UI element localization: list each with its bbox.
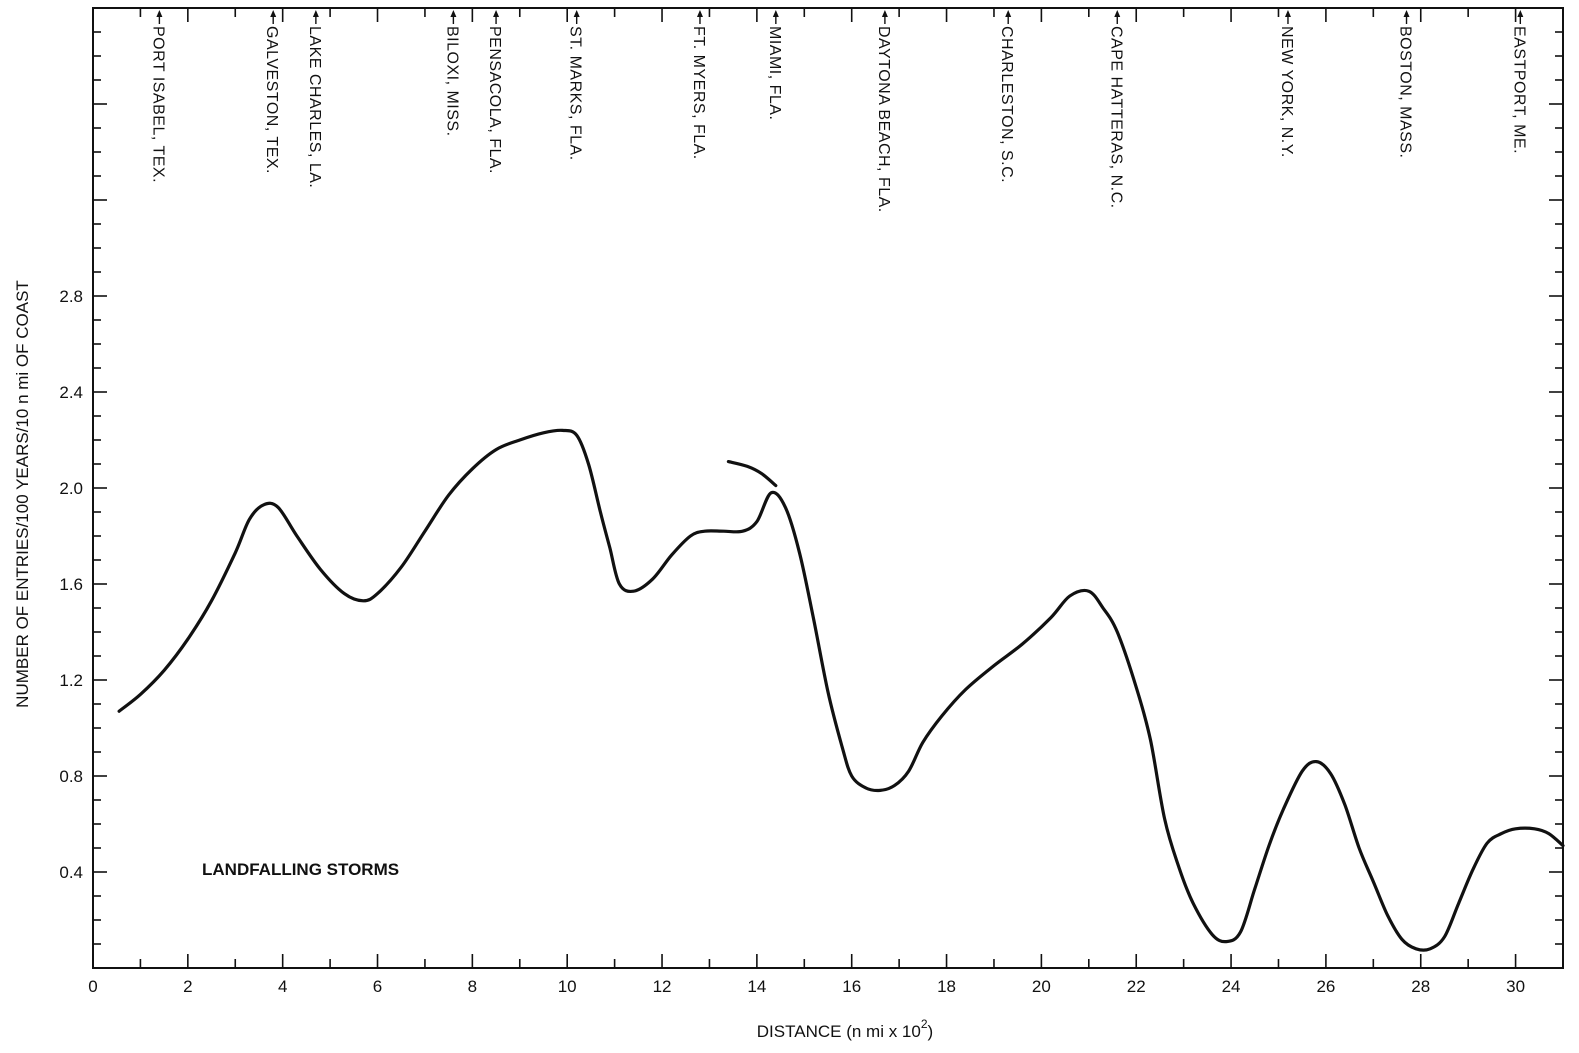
location-label: DAYTONA BEACH, FLA. <box>875 26 892 213</box>
x-tick-label: 16 <box>842 977 861 996</box>
y-ticks: 0.4 0.8 1.2 1.6 2.0 2.4 2.8 <box>59 31 1563 945</box>
location-marker: GALVESTON, TEX. <box>263 10 280 174</box>
x-tick-label: 30 <box>1506 977 1525 996</box>
x-tick-label: 4 <box>278 977 287 996</box>
location-arrow-head <box>1114 10 1121 17</box>
location-marker: ST. MARKS, FLA. <box>567 10 584 161</box>
series-layer <box>117 428 1565 952</box>
location-arrow-head <box>696 10 703 17</box>
location-marker: LAKE CHARLES, LA. <box>306 10 323 188</box>
x-tick-label: 6 <box>373 977 382 996</box>
location-label: MIAMI, FLA. <box>766 26 783 120</box>
location-arrow-head <box>772 10 779 17</box>
x-tick-label: 0 <box>88 977 97 996</box>
location-label: LAKE CHARLES, LA. <box>306 26 323 188</box>
landfalling-storms-annotation: LANDFALLING STORMS <box>202 860 399 879</box>
location-label: BILOXI, MISS. <box>443 26 460 137</box>
x-tick-label: 2 <box>183 977 192 996</box>
y-tick-label: 0.8 <box>59 767 83 786</box>
location-arrow-head <box>493 10 500 17</box>
location-label: FT. MYERS, FLA. <box>690 26 707 160</box>
location-marker: CAPE HATTERAS, N.C. <box>1107 10 1124 209</box>
location-label: PENSACOLA, FLA. <box>486 26 503 174</box>
location-label: EASTPORT, ME. <box>1510 26 1527 154</box>
location-label: BOSTON, MASS. <box>1397 26 1414 158</box>
location-marker: PENSACOLA, FLA. <box>486 10 503 174</box>
landfalling-storms-curve-segment <box>726 460 778 488</box>
location-arrow-head <box>573 10 580 17</box>
location-marker: NEW YORK, N.Y. <box>1278 10 1295 158</box>
location-arrow-head <box>270 10 277 17</box>
x-ticks: 0 2 4 6 8 10 12 14 16 18 20 22 24 26 28 30 <box>88 8 1564 996</box>
location-marker: MIAMI, FLA. <box>766 10 783 120</box>
location-marker: FT. MYERS, FLA. <box>690 10 707 160</box>
location-arrow-head <box>312 10 319 17</box>
x-axis-label-main: DISTANCE (n mi x 10 <box>757 1022 921 1041</box>
y-tick-label: 2.8 <box>59 287 83 306</box>
location-label: CAPE HATTERAS, N.C. <box>1107 26 1124 209</box>
x-tick-label: 8 <box>468 977 477 996</box>
x-axis-label-tail: ) <box>928 1022 934 1041</box>
x-tick-label: 28 <box>1411 977 1430 996</box>
y-tick-label: 0.4 <box>59 863 83 882</box>
x-tick-label: 24 <box>1222 977 1241 996</box>
x-tick-label: 18 <box>937 977 956 996</box>
location-arrow-head <box>881 10 888 17</box>
location-arrow-head <box>1005 10 1012 17</box>
x-tick-label: 20 <box>1032 977 1051 996</box>
x-tick-label: 12 <box>653 977 672 996</box>
location-arrow-head <box>1284 10 1291 17</box>
location-arrow-head <box>1403 10 1410 17</box>
landfalling-storms-curve <box>117 428 1565 952</box>
y-tick-label: 1.6 <box>59 575 83 594</box>
y-axis-label: NUMBER OF ENTRIES/100 YEARS/10 n mi OF C… <box>13 280 32 708</box>
x-tick-label: 22 <box>1127 977 1146 996</box>
location-marker: EASTPORT, ME. <box>1510 10 1527 154</box>
location-marker: PORT ISABEL, TEX. <box>149 10 166 183</box>
location-marker: DAYTONA BEACH, FLA. <box>875 10 892 213</box>
location-marker: BILOXI, MISS. <box>443 10 460 137</box>
location-label: CHARLESTON, S.C. <box>998 26 1015 183</box>
location-arrow-head <box>156 10 163 17</box>
x-axis-label-superscript: 2 <box>921 1017 928 1031</box>
location-marker: CHARLESTON, S.C. <box>998 10 1015 183</box>
x-tick-label: 10 <box>558 977 577 996</box>
location-marker: BOSTON, MASS. <box>1397 10 1414 158</box>
location-label: GALVESTON, TEX. <box>263 26 280 174</box>
x-tick-label: 26 <box>1316 977 1335 996</box>
location-label: ST. MARKS, FLA. <box>567 26 584 161</box>
location-arrow-head <box>1517 10 1524 17</box>
location-arrow-head <box>450 10 457 17</box>
y-tick-label: 2.0 <box>59 479 83 498</box>
y-tick-label: 2.4 <box>59 383 83 402</box>
y-tick-label: 1.2 <box>59 671 83 690</box>
location-label: NEW YORK, N.Y. <box>1278 26 1295 158</box>
location-markers: PORT ISABEL, TEX. GALVESTON, TEX. LAKE CHA… <box>149 10 1527 213</box>
x-axis-label: DISTANCE (n mi x 102) <box>757 1017 933 1041</box>
location-label: PORT ISABEL, TEX. <box>149 26 166 183</box>
x-tick-label: 14 <box>747 977 766 996</box>
